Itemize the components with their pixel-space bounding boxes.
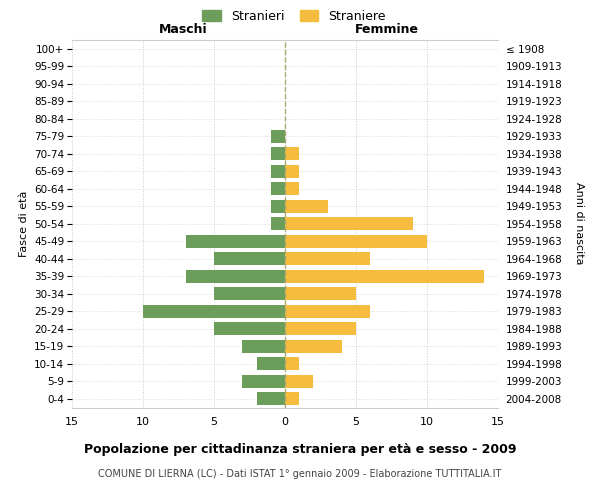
Bar bbox=[271, 182, 285, 196]
Bar bbox=[257, 357, 285, 370]
Bar bbox=[271, 217, 285, 230]
Bar bbox=[285, 164, 299, 178]
Y-axis label: Fasce di età: Fasce di età bbox=[19, 190, 29, 257]
Legend: Stranieri, Straniere: Stranieri, Straniere bbox=[199, 6, 389, 26]
Bar bbox=[214, 322, 285, 336]
Bar bbox=[285, 234, 427, 248]
Bar bbox=[143, 304, 285, 318]
Bar bbox=[271, 147, 285, 160]
Bar bbox=[271, 130, 285, 143]
Bar bbox=[285, 357, 299, 370]
Y-axis label: Anni di nascita: Anni di nascita bbox=[574, 182, 584, 265]
Bar bbox=[285, 340, 342, 353]
Bar bbox=[257, 392, 285, 406]
Bar bbox=[242, 374, 285, 388]
Bar bbox=[185, 234, 285, 248]
Bar bbox=[271, 200, 285, 213]
Bar bbox=[285, 322, 356, 336]
Bar bbox=[214, 287, 285, 300]
Bar bbox=[285, 182, 299, 196]
Bar bbox=[285, 392, 299, 406]
Bar bbox=[285, 287, 356, 300]
Bar bbox=[285, 147, 299, 160]
Bar bbox=[271, 164, 285, 178]
Bar bbox=[242, 340, 285, 353]
Bar bbox=[185, 270, 285, 283]
Text: Maschi: Maschi bbox=[158, 24, 207, 36]
Bar bbox=[285, 217, 413, 230]
Bar bbox=[285, 270, 484, 283]
Bar bbox=[285, 200, 328, 213]
Bar bbox=[214, 252, 285, 266]
Text: COMUNE DI LIERNA (LC) - Dati ISTAT 1° gennaio 2009 - Elaborazione TUTTITALIA.IT: COMUNE DI LIERNA (LC) - Dati ISTAT 1° ge… bbox=[98, 469, 502, 479]
Bar bbox=[285, 252, 370, 266]
Bar bbox=[285, 304, 370, 318]
Text: Femmine: Femmine bbox=[355, 24, 419, 36]
Bar bbox=[285, 374, 313, 388]
Text: Popolazione per cittadinanza straniera per età e sesso - 2009: Popolazione per cittadinanza straniera p… bbox=[84, 442, 516, 456]
